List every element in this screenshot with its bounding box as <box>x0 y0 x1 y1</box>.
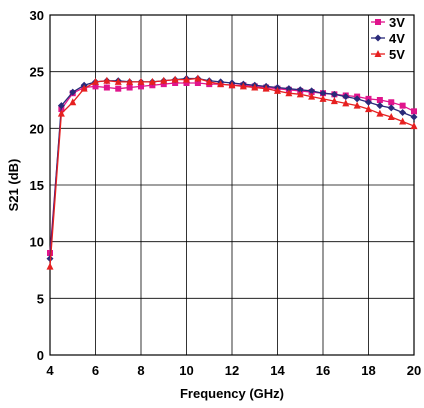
data-point-5V <box>239 82 247 90</box>
x-tick-label: 6 <box>92 363 99 378</box>
data-point-5V <box>126 77 134 85</box>
data-point-4V <box>69 88 77 96</box>
data-point-3V <box>103 84 110 91</box>
legend-marker <box>374 34 382 42</box>
data-point-4V <box>308 87 316 95</box>
data-point-5V <box>274 86 281 94</box>
legend-label: 4V <box>389 31 405 46</box>
y-axis-ticks: 0 5 10 15 20 25 30 <box>30 8 44 363</box>
y-tick-label: 0 <box>37 348 44 363</box>
y-tick-label: 30 <box>30 8 44 23</box>
data-point-4V <box>57 102 65 110</box>
y-axis-title: S21 (dB) <box>6 159 21 212</box>
data-point-5V <box>80 84 88 92</box>
data-point-3V <box>183 80 190 86</box>
data-point-5V <box>251 83 259 91</box>
x-tick-label: 16 <box>316 363 330 378</box>
data-point-5V <box>330 97 338 105</box>
legend-marker <box>375 19 381 25</box>
x-tick-label: 20 <box>407 363 421 378</box>
data-point-4V <box>399 108 407 116</box>
y-tick-label: 25 <box>30 65 44 80</box>
data-point-5V <box>69 98 77 106</box>
data-point-3V <box>388 99 395 106</box>
data-point-4V <box>285 85 293 93</box>
data-point-3V <box>399 102 406 109</box>
x-tick-label: 4 <box>46 363 54 378</box>
data-point-4V <box>410 113 418 121</box>
data-point-5V <box>342 99 350 107</box>
data-point-5V <box>285 89 293 97</box>
series-5V <box>46 74 418 270</box>
data-point-5V <box>365 105 372 113</box>
legend-label: 5V <box>389 47 405 62</box>
data-point-5V <box>308 92 316 100</box>
data-point-5V <box>137 77 145 85</box>
data-point-5V <box>46 262 54 270</box>
data-point-4V <box>330 90 338 98</box>
legend-item-5V: 5V <box>371 47 405 62</box>
data-point-5V <box>353 101 361 109</box>
data-point-4V <box>387 104 395 112</box>
data-point-5V <box>205 77 213 85</box>
legend-label: 3V <box>389 15 405 30</box>
data-point-3V <box>92 83 99 90</box>
x-tick-label: 12 <box>225 363 239 378</box>
data-point-5V <box>183 75 190 83</box>
series-layer <box>46 74 418 270</box>
data-point-5V <box>160 76 168 84</box>
data-point-4V <box>342 93 350 101</box>
data-point-5V <box>194 74 202 82</box>
y-tick-label: 5 <box>37 291 44 306</box>
grid-lines <box>49 14 415 356</box>
data-point-5V <box>114 77 122 85</box>
data-point-5V <box>217 80 225 88</box>
x-tick-label: 14 <box>270 363 285 378</box>
data-point-5V <box>376 109 384 117</box>
y-tick-label: 10 <box>30 235 44 250</box>
y-tick-label: 15 <box>30 178 44 193</box>
y-tick-label: 20 <box>30 121 44 136</box>
data-point-3V <box>126 84 133 91</box>
data-point-5V <box>399 117 407 125</box>
data-point-5V <box>387 113 395 120</box>
data-point-5V <box>148 77 156 85</box>
data-point-4V <box>353 95 361 103</box>
data-point-3V <box>115 85 122 92</box>
data-point-5V <box>262 84 270 92</box>
x-tick-label: 18 <box>361 363 375 378</box>
data-point-5V <box>57 109 65 117</box>
data-point-5V <box>92 77 99 85</box>
legend-marker <box>374 50 382 57</box>
data-point-5V <box>171 75 179 83</box>
data-point-3V <box>138 83 144 90</box>
data-point-5V <box>410 122 418 130</box>
data-point-3V <box>411 108 417 115</box>
data-point-5V <box>228 81 236 89</box>
data-point-4V <box>319 89 327 97</box>
x-axis-ticks: 4 6 8 10 12 14 16 18 20 <box>46 363 421 378</box>
x-tick-label: 10 <box>179 363 193 378</box>
data-point-3V <box>376 97 383 103</box>
x-tick-label: 8 <box>137 363 144 378</box>
data-point-4V <box>296 86 304 94</box>
legend-item-4V: 4V <box>371 31 405 46</box>
plot-frame <box>49 14 415 356</box>
data-point-5V <box>103 76 111 84</box>
data-point-5V <box>296 90 304 98</box>
data-point-5V <box>319 94 327 102</box>
data-point-4V <box>376 102 384 110</box>
x-axis-title: Frequency (GHz) <box>180 386 284 401</box>
legend-item-3V: 3V <box>371 15 405 30</box>
data-point-4V <box>365 98 372 106</box>
data-point-3V <box>194 80 201 86</box>
